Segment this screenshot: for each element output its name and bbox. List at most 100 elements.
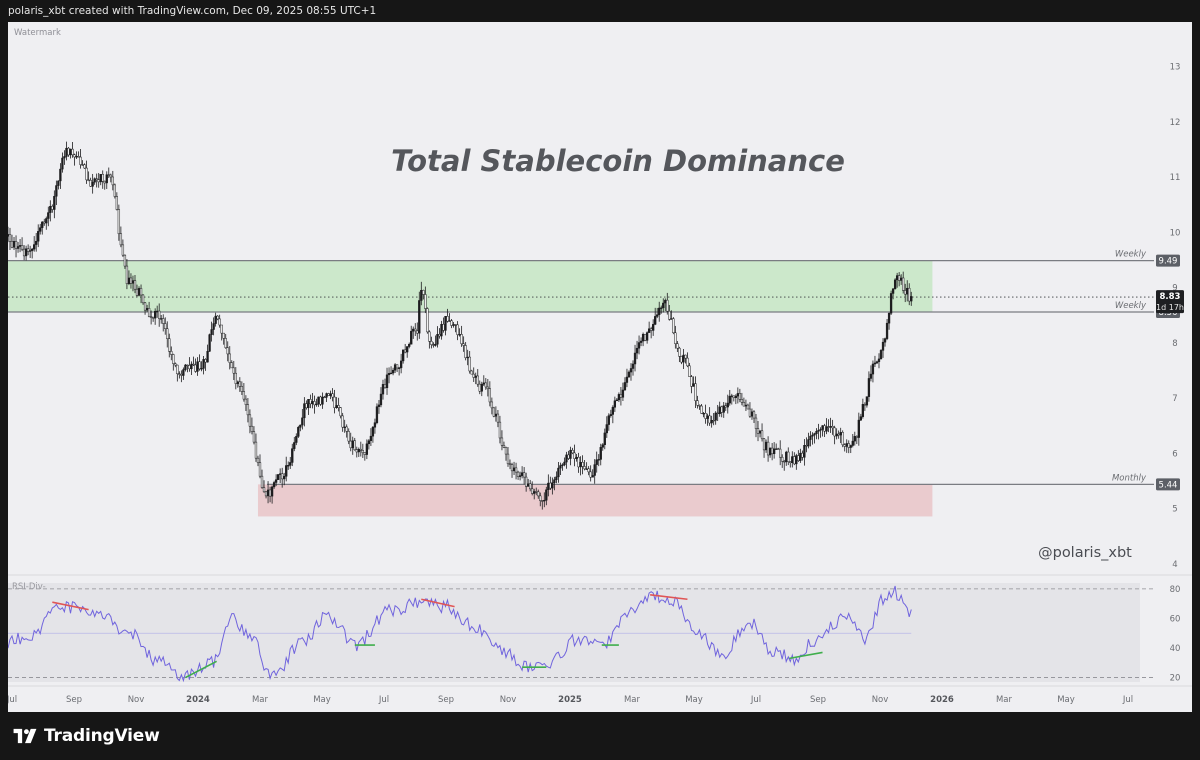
candle <box>313 395 316 414</box>
candle <box>377 400 381 414</box>
candle <box>891 288 895 300</box>
candle <box>611 405 614 424</box>
price-axis-tick: 12 <box>1170 118 1181 128</box>
candle <box>295 433 298 446</box>
candle <box>28 245 32 258</box>
candle <box>522 467 526 485</box>
candle <box>599 443 602 466</box>
candle <box>248 409 252 434</box>
author-tag: @polaris_xbt <box>1038 545 1132 561</box>
candle <box>621 382 625 402</box>
candle <box>666 292 669 315</box>
candle <box>55 180 58 206</box>
time-axis-tick: May <box>1057 695 1075 705</box>
candle <box>571 447 574 455</box>
candle <box>168 333 171 358</box>
candle <box>381 379 385 400</box>
candle <box>63 150 66 165</box>
candle <box>607 413 610 431</box>
candle <box>885 319 889 341</box>
time-axis-tick: Jul <box>750 695 761 705</box>
candle <box>597 454 600 467</box>
candle <box>631 360 635 376</box>
candle <box>662 298 665 313</box>
candle <box>672 317 675 335</box>
time-axis-tick: 2025 <box>558 695 582 705</box>
candle <box>760 423 764 442</box>
candle <box>591 469 594 478</box>
candle <box>722 402 725 418</box>
time-axis-tick: Mar <box>996 695 1013 705</box>
monthly-support-zone[interactable] <box>257 484 933 517</box>
candle <box>109 173 112 183</box>
candle <box>206 344 209 363</box>
levels-layer: Weekly Weekly Monthly <box>8 250 1154 485</box>
candle <box>47 206 50 227</box>
candle <box>833 425 836 445</box>
tradingview-brand[interactable]: TradingView <box>12 726 160 746</box>
candle <box>389 366 393 375</box>
candle <box>353 437 356 451</box>
candle <box>158 303 161 327</box>
candle <box>410 325 413 345</box>
candle <box>228 346 231 370</box>
candle <box>283 472 286 486</box>
candle <box>212 317 215 336</box>
last-price-value: 8.83 <box>1160 292 1181 302</box>
candle <box>524 472 528 492</box>
candle <box>430 336 433 349</box>
candle <box>77 151 80 158</box>
candle <box>123 254 127 269</box>
time-axis-tick: Jul <box>1122 695 1133 705</box>
candle <box>192 356 195 366</box>
candle <box>740 392 744 406</box>
chart-canvas[interactable]: Watermark Weekly Weekly Monthly 4 5 6 7 8 9 10 11… <box>8 22 1192 712</box>
candle <box>712 413 715 426</box>
candle <box>470 369 473 375</box>
candle <box>285 456 288 482</box>
candle <box>230 360 233 369</box>
candle <box>468 351 471 374</box>
rsi-indicator-label: RSI-Div- <box>12 582 46 592</box>
candle <box>246 397 250 423</box>
chart-frame[interactable]: Watermark Weekly Weekly Monthly 4 5 6 7 8 9 10 11… <box>8 22 1192 712</box>
time-axis-tick: Nov <box>128 695 145 705</box>
candle <box>172 353 175 371</box>
candle <box>274 474 278 487</box>
candle <box>182 367 185 380</box>
candle <box>746 403 750 410</box>
candle <box>609 409 612 418</box>
candle <box>141 294 145 305</box>
candle <box>698 404 701 410</box>
candle <box>450 318 453 329</box>
time-axis-tick: Sep <box>438 695 454 705</box>
candle <box>426 307 429 334</box>
candle <box>337 397 340 412</box>
candle <box>59 163 62 189</box>
level-tag-weekly: Weekly <box>1115 250 1147 260</box>
candle <box>20 237 24 252</box>
candle <box>8 227 12 251</box>
candle <box>270 485 274 504</box>
candle <box>200 361 203 372</box>
candle <box>256 455 260 467</box>
time-axis-tick: Jul <box>378 695 389 705</box>
candle <box>345 424 348 438</box>
candle <box>537 489 540 499</box>
candle <box>555 471 558 484</box>
rsi-layer <box>8 585 1154 683</box>
candle <box>117 204 121 241</box>
candle <box>674 325 677 349</box>
rsi-axis-tick: 40 <box>1170 644 1181 654</box>
candle <box>514 462 518 480</box>
candle <box>301 409 304 430</box>
candle <box>113 183 116 199</box>
candle <box>476 369 479 387</box>
candle <box>484 378 487 390</box>
candle <box>35 233 38 252</box>
weekly-resistance-zone[interactable] <box>8 260 933 312</box>
candle <box>385 367 389 395</box>
price-axis-tick: 4 <box>1172 560 1177 570</box>
candle <box>569 446 572 466</box>
price-label-badge: 5.44 <box>1156 478 1180 491</box>
